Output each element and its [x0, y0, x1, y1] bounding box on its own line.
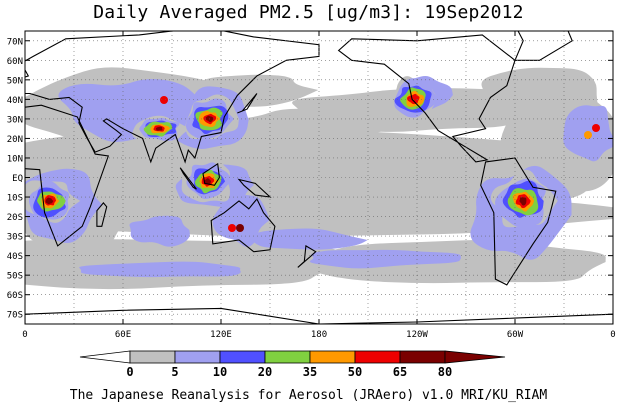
colorbar-swatch-2 — [219, 350, 266, 364]
lon-label-3: 180 — [311, 330, 327, 340]
coastline-europe-asia — [25, 31, 320, 164]
coastlines — [25, 31, 613, 324]
lat-label-60N: 60N — [7, 57, 23, 67]
coastline-africa — [25, 104, 110, 247]
field-grey-11 — [261, 172, 410, 210]
colorbar-label-5: 5 — [171, 365, 178, 379]
lat-label-10S: 10S — [7, 194, 23, 204]
lon-label-0: 0 — [22, 330, 27, 340]
lat-label-EQ: EQ — [12, 174, 23, 184]
field-lightblue-11 — [212, 193, 270, 247]
lat-label-20N: 20N — [7, 135, 23, 145]
graticule — [25, 31, 613, 324]
field-hotspot-2 — [228, 224, 236, 232]
coastline-madagascar — [96, 202, 108, 227]
longitude-axis: 0 60E 120E 180 120W 60W 0 — [22, 31, 616, 340]
sahel-africa-plume-level-7 — [45, 197, 54, 205]
lon-label-6: 0 — [610, 330, 615, 340]
coastline-australia — [210, 197, 276, 253]
amazon-plume-level-7 — [519, 197, 527, 206]
coastline-japan — [237, 93, 258, 114]
field-lightblue-7 — [79, 261, 241, 278]
coastline-greenland — [514, 31, 573, 61]
lat-label-50S: 50S — [7, 272, 23, 282]
colorbar-swatch-0 — [129, 350, 176, 364]
lat-label-50N: 50N — [7, 76, 23, 86]
coastline-borneo — [202, 162, 220, 186]
colorbar-label-50: 50 — [348, 365, 362, 379]
western-us-plume-level-6 — [407, 93, 420, 105]
lon-label-5: 60W — [507, 330, 524, 340]
coastline-north-america — [337, 34, 516, 163]
figure-footer: The Japanese Reanalysis for Aerosol (JRA… — [69, 388, 548, 403]
map-title: Daily Averaged PM2.5 [ug/m3]: 19Sep2012 — [93, 2, 524, 23]
field-hotspot-0 — [160, 96, 168, 104]
colorbar-swatch-6 — [399, 350, 446, 364]
colorbar-swatch-4 — [309, 350, 356, 364]
lon-label-1: 60E — [115, 330, 131, 340]
lat-label-30S: 30S — [7, 233, 23, 243]
colorbar-label-0: 0 — [126, 365, 133, 379]
indonesia-plume-level-7 — [204, 178, 212, 185]
coastline-new-guinea — [237, 178, 272, 198]
field-lightblue-10 — [129, 215, 190, 247]
coastline-south-america — [480, 157, 557, 286]
field-hotspot-4 — [584, 131, 592, 139]
colorbar-label-80: 80 — [438, 365, 452, 379]
field-grey-7 — [226, 108, 387, 150]
field-grey-0 — [25, 129, 588, 210]
colorbar-label-20: 20 — [258, 365, 272, 379]
colorbar-min-arrow — [79, 350, 131, 364]
colorbar-swatch-5 — [354, 350, 401, 364]
lat-label-70S: 70S — [7, 311, 23, 321]
latitude-axis: 70N 60N 50N 40N 30N 20N 10N EQ 10S 20S 30S 40S 50S 60… — [7, 37, 613, 321]
colorbar-swatch-1 — [174, 350, 221, 364]
lon-label-2: 120E — [210, 330, 232, 340]
lat-label-40N: 40N — [7, 96, 23, 106]
coastline-sumatra — [179, 167, 197, 190]
colorbar-swatch-3 — [264, 350, 311, 364]
colorbar-max-arrow — [444, 350, 506, 364]
field-grey-9 — [481, 67, 598, 127]
field-lightblue-8 — [309, 249, 461, 269]
colorbar-label-35: 35 — [303, 365, 317, 379]
field-lightblue-9 — [252, 228, 368, 250]
pm25-field — [25, 67, 613, 290]
india-plume-level-7 — [155, 126, 163, 131]
colorbar-label-10: 10 — [213, 365, 227, 379]
lat-label-10N: 10N — [7, 154, 23, 164]
lon-label-4: 120W — [406, 330, 428, 340]
lat-label-20S: 20S — [7, 213, 23, 223]
colorbar-label-65: 65 — [393, 365, 407, 379]
coastline-new-zealand — [297, 244, 317, 268]
lat-label-70N: 70N — [7, 37, 23, 47]
lat-label-30N: 30N — [7, 115, 23, 125]
field-hotspot-3 — [592, 124, 600, 132]
lat-label-60S: 60S — [7, 291, 23, 301]
coastline-antarctica-edge — [25, 307, 613, 324]
lat-label-40S: 40S — [7, 252, 23, 262]
colorbar: 0 5 10 20 35 50 65 80 — [79, 350, 506, 379]
field-hotspot-1 — [236, 224, 244, 232]
